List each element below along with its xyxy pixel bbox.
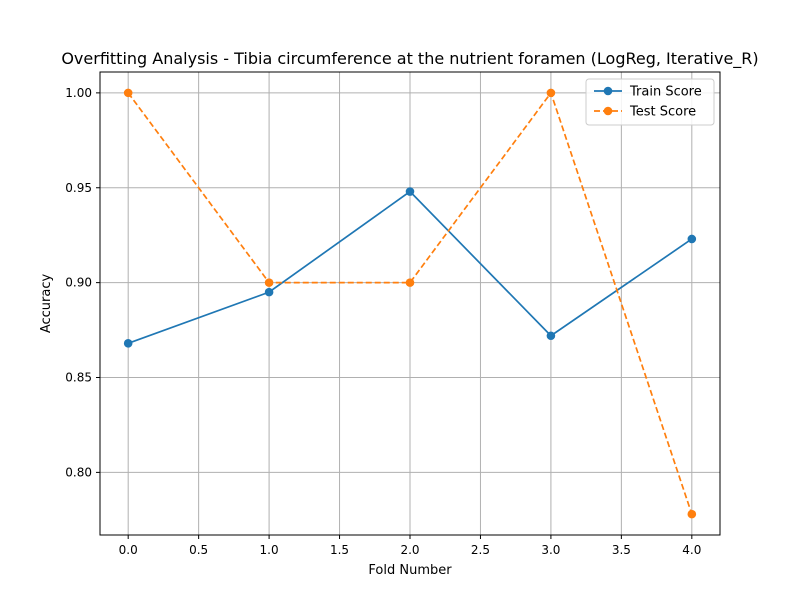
x-tick-label: 0.5 xyxy=(189,543,208,557)
series-2-point xyxy=(264,278,274,287)
y-tick-label: 0.90 xyxy=(65,276,92,290)
x-tick-label: 0.0 xyxy=(119,543,138,557)
x-tick-label: 2.0 xyxy=(400,543,419,557)
x-tick-label: 1.0 xyxy=(260,543,279,557)
y-axis-label: Accuracy xyxy=(39,274,54,334)
series-1-point xyxy=(123,339,133,348)
legend-marker-1 xyxy=(603,86,613,96)
series-2-point xyxy=(405,278,415,287)
series-1-point xyxy=(405,187,415,196)
series-2-point xyxy=(546,88,556,98)
series-2-point xyxy=(687,509,697,519)
x-tick-label: 3.0 xyxy=(541,543,560,557)
legend-label-1: Train Score xyxy=(629,85,702,100)
grid xyxy=(100,72,720,535)
series-layer xyxy=(123,88,697,519)
x-tick-label: 2.5 xyxy=(471,543,490,557)
x-axis-label: Fold Number xyxy=(368,563,452,578)
y-axis: 0.80 0.85 0.90 0.95 1.00 xyxy=(65,86,100,479)
legend: Train Score Test Score xyxy=(585,78,715,126)
legend-marker-2 xyxy=(603,106,613,116)
x-tick-label: 4.0 xyxy=(682,543,701,557)
series-1-point xyxy=(687,234,697,244)
legend-label-2: Test Score xyxy=(629,105,696,120)
series-2-point xyxy=(123,88,133,98)
series-1-point xyxy=(546,331,556,341)
x-tick-label: 1.5 xyxy=(330,543,349,557)
x-axis: 0.0 0.5 1.0 1.5 2.0 2.5 3.0 3.5 4.0 xyxy=(119,535,701,557)
y-tick-label: 0.85 xyxy=(65,371,92,385)
y-tick-label: 1.00 xyxy=(65,86,92,100)
y-tick-label: 0.95 xyxy=(65,181,92,195)
series-1-point xyxy=(264,287,274,297)
y-tick-label: 0.80 xyxy=(65,465,92,479)
x-tick-label: 3.5 xyxy=(612,543,631,557)
chart-title: Overfitting Analysis - Tibia circumferen… xyxy=(61,49,758,69)
series-line-2 xyxy=(127,91,693,515)
